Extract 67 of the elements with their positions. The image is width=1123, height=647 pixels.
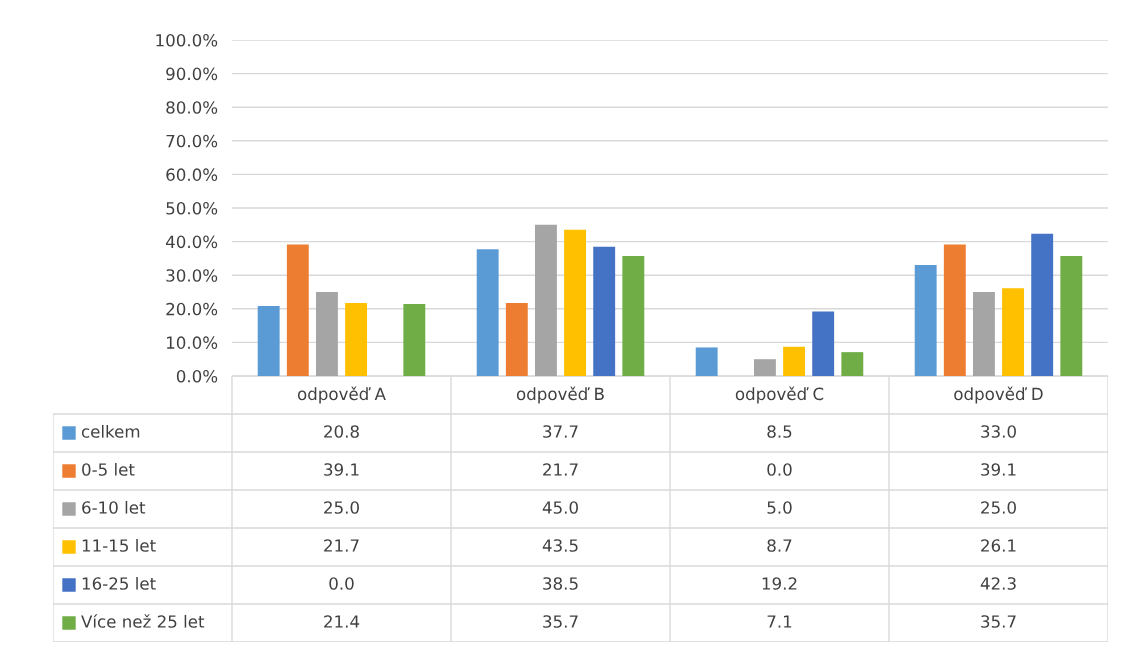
bar: [505, 303, 528, 376]
bar: [564, 229, 587, 376]
bar: [534, 224, 557, 376]
bar: [695, 347, 718, 376]
bar: [403, 304, 426, 376]
data-label: 39.1: [324, 463, 359, 476]
data-label: 42.3: [980, 577, 1016, 590]
legend-label: 16-25 let: [82, 576, 156, 590]
bar: [476, 249, 499, 376]
data-label: 39.1: [981, 463, 1016, 476]
y-tick-label: 70.0%: [166, 134, 218, 148]
data-label: 0.0: [767, 463, 792, 476]
data-label: 21.7: [324, 539, 359, 552]
data-label: 8.7: [767, 539, 792, 552]
legend-label: celkem: [81, 424, 140, 438]
legend-label: 11-15 let: [82, 538, 156, 552]
data-label: 33.0: [981, 425, 1016, 438]
x-tick-label: odpověď B: [516, 386, 604, 404]
x-tick-label: odpověď D: [954, 386, 1043, 404]
y-tick-label: 90.0%: [166, 67, 218, 81]
y-tick-label: 50.0%: [166, 201, 218, 215]
data-label: 25.0: [324, 501, 359, 514]
legend-label: 0-5 let: [82, 462, 135, 476]
data-label: 21.7: [543, 463, 578, 476]
data-label: 7.1: [767, 615, 792, 628]
y-tick-label: 20.0%: [166, 302, 218, 316]
y-tick-label: 80.0%: [166, 101, 218, 114]
bar: [345, 303, 368, 376]
bar: [914, 265, 937, 376]
y-tick-label: 100.0%: [156, 33, 218, 47]
data-label: 21.4: [324, 615, 360, 628]
bar: [286, 244, 309, 376]
bar: [783, 346, 806, 376]
bar: [972, 292, 995, 376]
data-label: 37.7: [543, 425, 578, 438]
data-label: 19.2: [762, 577, 797, 590]
y-tick-label: 40.0%: [165, 235, 218, 249]
y-tick-label: 60.0%: [166, 168, 218, 181]
legend-label: Více než 25 let: [81, 614, 205, 628]
data-label: 38.5: [543, 577, 578, 590]
data-label: 25.0: [981, 501, 1016, 514]
data-label: 8.5: [767, 425, 792, 438]
data-label: 0.0: [329, 577, 354, 590]
data-label: 5.0: [767, 501, 792, 514]
data-label: 35.7: [981, 615, 1016, 628]
bar: [812, 311, 835, 376]
data-label: 35.7: [543, 615, 578, 628]
bar: [257, 306, 280, 376]
bar: [1060, 256, 1083, 376]
y-tick-label: 30.0%: [166, 269, 218, 282]
data-label: 43.5: [542, 539, 578, 552]
x-tick-label: odpověď A: [297, 386, 386, 404]
y-tick-label: 0.0%: [176, 369, 218, 383]
bar: [1031, 233, 1054, 376]
y-tick-label: 10.0%: [167, 336, 218, 349]
bar: [841, 352, 864, 376]
data-label: 26.1: [981, 539, 1016, 552]
data-label: 45.0: [542, 501, 578, 514]
bar: [943, 244, 966, 376]
bar: [593, 246, 616, 376]
data-label: 20.8: [324, 425, 359, 438]
bar: [622, 256, 645, 376]
bar: [753, 359, 776, 376]
x-tick-label: odpověď C: [735, 386, 824, 404]
legend-label: 6-10 let: [82, 500, 146, 514]
bar: [1002, 288, 1025, 376]
bar: [315, 292, 338, 376]
